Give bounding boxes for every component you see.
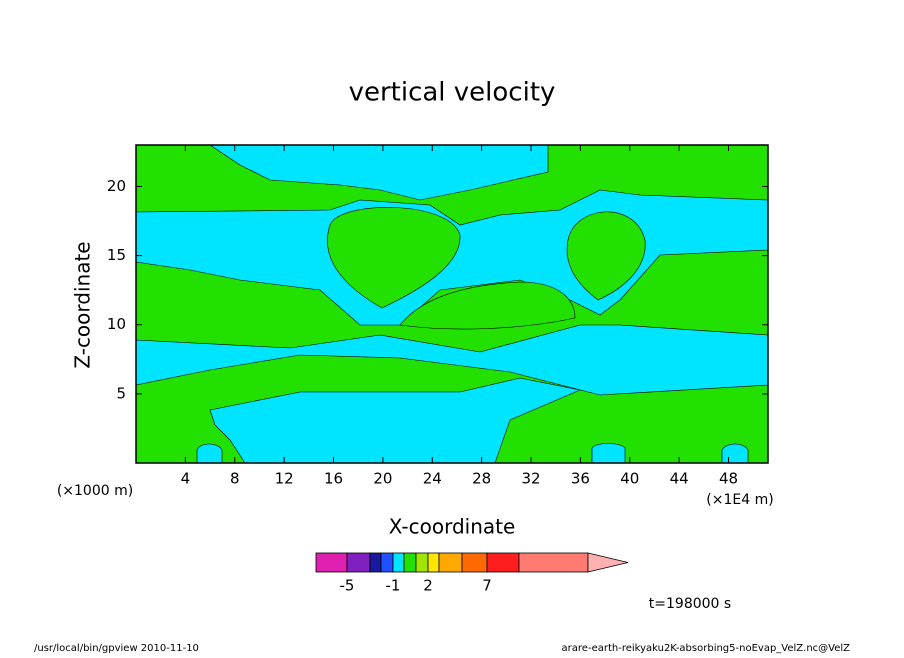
y-tick-label: 5 bbox=[116, 384, 126, 402]
x-axis-label: X-coordinate bbox=[389, 515, 516, 539]
x-tick-label: 20 bbox=[373, 470, 392, 488]
colorbar-box bbox=[427, 552, 440, 573]
colorbar-box bbox=[392, 552, 405, 573]
colorbar-arrow bbox=[587, 552, 629, 573]
contour-region bbox=[566, 211, 646, 301]
x-unit: (×1E4 m) bbox=[706, 492, 773, 508]
plot-frame bbox=[135, 144, 769, 464]
footer-right: arare-earth-reikyaku2K-absorbing5-noEvap… bbox=[562, 643, 851, 654]
x-tick-label: 44 bbox=[670, 470, 689, 488]
contour-field bbox=[135, 144, 769, 464]
contour-region bbox=[209, 144, 549, 201]
contour-region bbox=[327, 207, 461, 309]
y-axis-label: Z-coordinate bbox=[71, 241, 95, 368]
chart-title: vertical velocity bbox=[349, 78, 556, 108]
contour-region bbox=[721, 443, 749, 464]
colorbar-box bbox=[380, 552, 394, 573]
x-tick-label: 24 bbox=[423, 470, 442, 488]
colorbar-box bbox=[369, 552, 382, 573]
y-unit: (×1000 m) bbox=[57, 483, 133, 499]
x-tick-label: 16 bbox=[324, 470, 343, 488]
contour-region bbox=[196, 443, 223, 464]
time-label: t=198000 s bbox=[649, 596, 731, 612]
colorbar-box bbox=[315, 552, 348, 573]
colorbar-tick-label: -5 bbox=[340, 577, 355, 595]
colorbar-box bbox=[415, 552, 429, 573]
y-tick-label: 15 bbox=[107, 246, 126, 264]
footer-left: /usr/local/bin/gpview 2010-11-10 bbox=[34, 643, 199, 654]
colorbar-box bbox=[486, 552, 520, 573]
colorbar-tick-label: 7 bbox=[482, 577, 492, 595]
x-tick-label: 8 bbox=[230, 470, 240, 488]
x-tick-label: 4 bbox=[181, 470, 191, 488]
colorbar-box bbox=[461, 552, 488, 573]
x-tick-label: 36 bbox=[571, 470, 590, 488]
colorbar-box bbox=[346, 552, 371, 573]
colorbar-box bbox=[403, 552, 417, 573]
colorbar-box bbox=[518, 552, 589, 573]
contour-region bbox=[591, 443, 626, 464]
x-tick-label: 12 bbox=[275, 470, 294, 488]
colorbar-tick-label: -1 bbox=[386, 577, 401, 595]
x-tick-label: 32 bbox=[521, 470, 540, 488]
x-tick-label: 28 bbox=[472, 470, 491, 488]
x-tick-label: 40 bbox=[620, 470, 639, 488]
colorbar-box bbox=[438, 552, 463, 573]
x-tick-label: 48 bbox=[719, 470, 738, 488]
colorbar-tick-label: 2 bbox=[423, 577, 433, 595]
contour-region bbox=[399, 281, 576, 330]
y-tick-label: 10 bbox=[107, 315, 126, 333]
contour-region bbox=[209, 377, 582, 464]
y-tick-label: 20 bbox=[107, 177, 126, 195]
